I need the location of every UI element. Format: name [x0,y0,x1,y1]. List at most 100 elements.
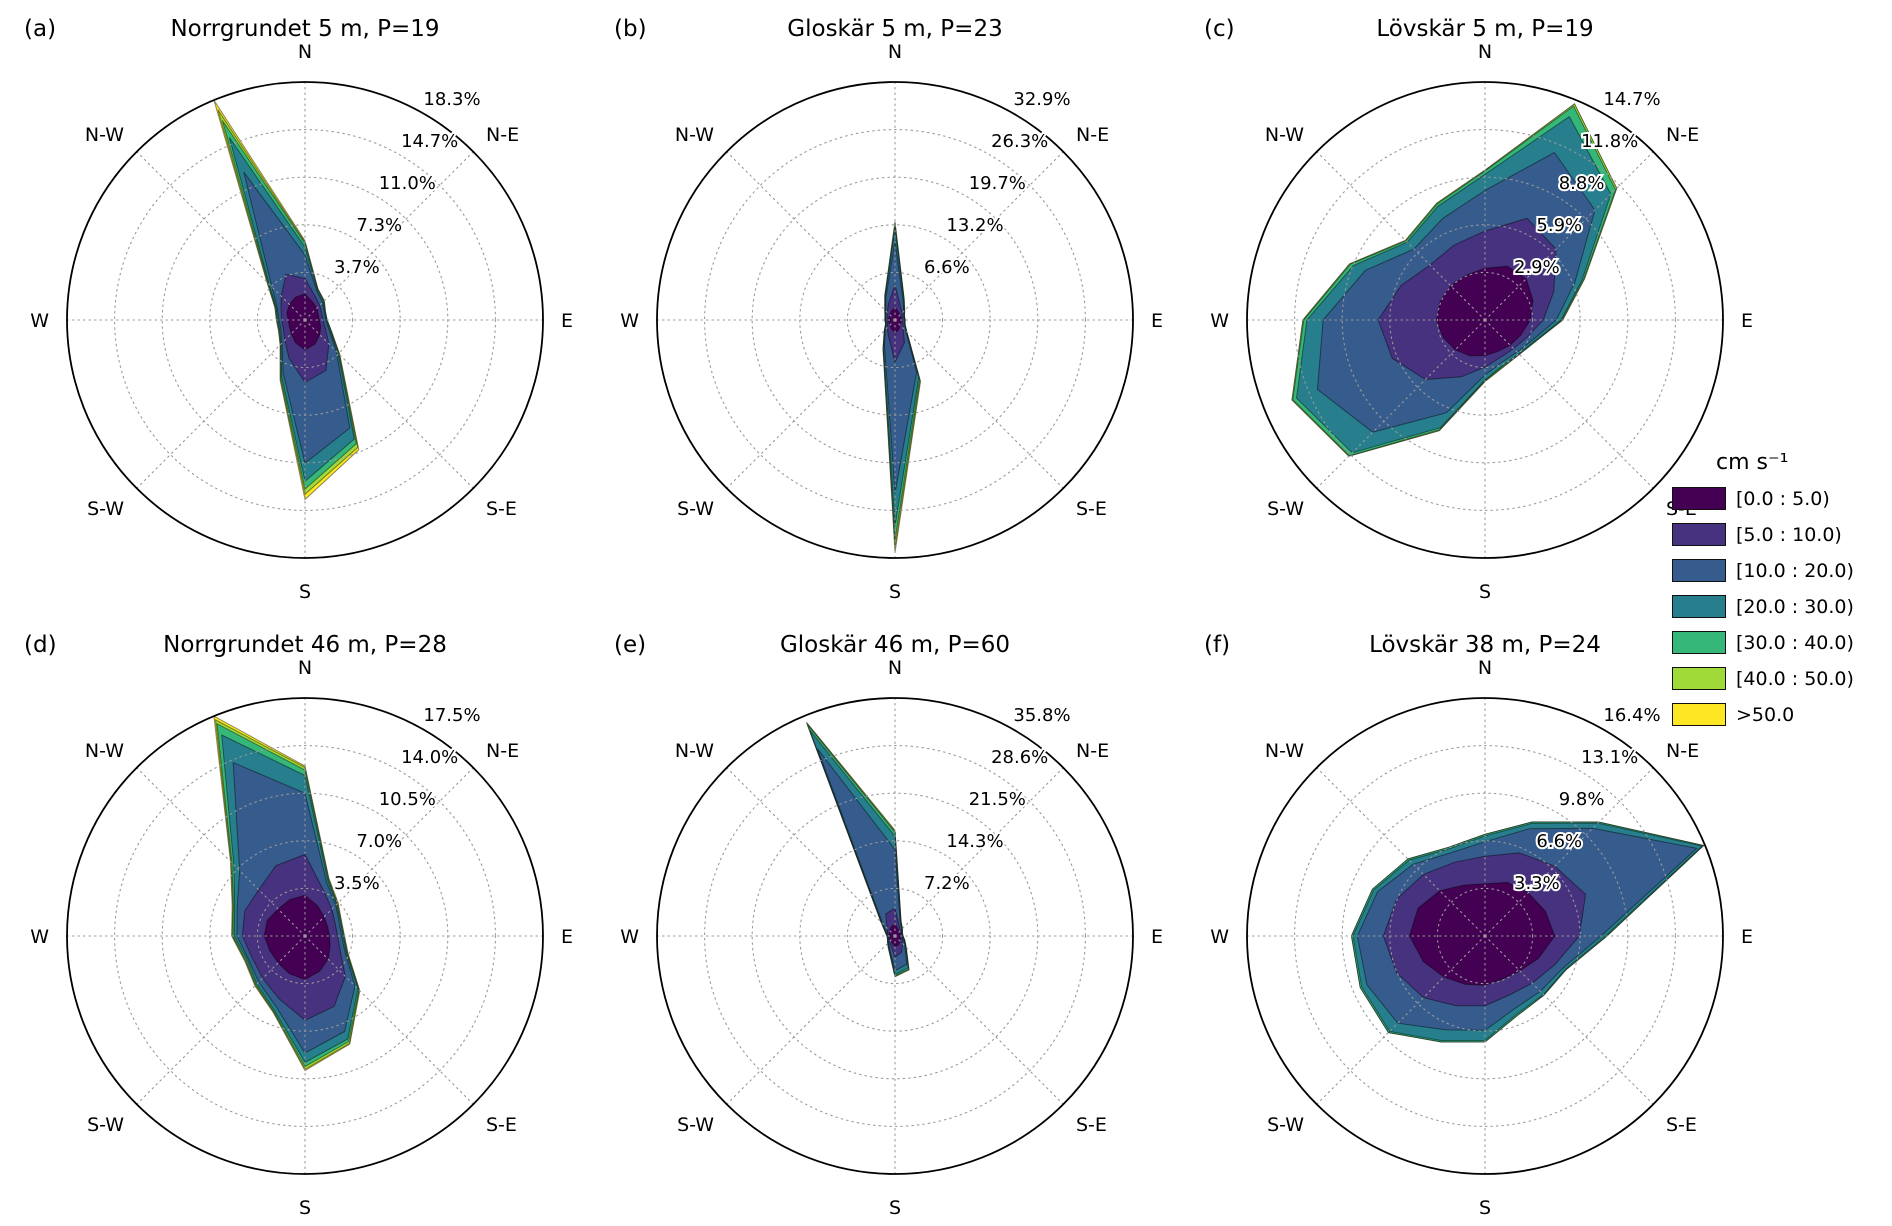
polar-grid-spoke [726,935,896,1105]
legend-swatch-bin0 [1672,487,1726,510]
polar-outer-circle [66,81,544,559]
radial-tick-label: 6.6% [1536,831,1582,852]
legend-row: [5.0 : 10.0) [1672,523,1854,546]
compass-label: N-E [1666,124,1699,146]
polar-grid-ring [704,129,1086,511]
compass-label: W [620,310,639,332]
polar-grid-ring [114,745,496,1127]
legend-label: >50.0 [1736,703,1795,726]
compass-label: S-W [677,498,714,520]
polar-grid-spoke [304,767,474,937]
compass-label: S-W [1267,1114,1304,1136]
radial-tick-label: 8.8% [1559,173,1605,194]
radial-tick-label: 28.6% [991,747,1048,768]
compass-label: S [889,581,901,603]
compass-label: S-E [1666,1114,1697,1136]
compass-label: S-E [1076,1114,1107,1136]
radial-tick-label: 3.7% [334,257,380,278]
polar-grid-ring [846,271,944,369]
polar-grid-spoke [304,935,474,1105]
legend-swatch-bin2 [1672,559,1726,582]
compass-label: S [1479,581,1491,603]
radial-tick-label: 18.3% [423,89,480,110]
polar-grid-ring [256,271,354,369]
compass-label: S-E [486,498,517,520]
radial-tick-label: 19.7% [969,173,1026,194]
compass-label: N-W [675,740,714,762]
compass-label: W [1210,926,1229,948]
radial-tick-label: 17.5% [423,705,480,726]
legend-label: [30.0 : 40.0) [1736,631,1854,654]
legend-row: [40.0 : 50.0) [1672,667,1854,690]
compass-label: N-W [1265,124,1304,146]
radial-tick-label: 11.0% [379,173,436,194]
polar-grid-spoke [1484,151,1654,321]
panel-tag: (c) [1204,16,1235,42]
polar-grid-ring [256,887,354,985]
legend-title: cm s⁻¹ [1716,450,1789,475]
legend-row: >50.0 [1672,703,1854,726]
radial-tick-label: 14.3% [946,831,1003,852]
compass-label: N [298,657,312,679]
panel-title: Lövskär 38 m, P=24 [1369,632,1601,658]
polar-grid-ring [704,745,1086,1127]
polar-grid-spoke [1316,935,1486,1105]
polar-outer-circle [656,697,1134,1175]
panel-tag: (b) [614,16,647,42]
radial-tick-label: 14.7% [1603,89,1660,110]
polar-grid-spoke [894,767,1064,937]
compass-label: S [299,581,311,603]
rose-chart-b: N N-E E S-E S S-W W N-W 6.6% 13.2% 19.7% 26.3% 32.9%… [614,16,1163,603]
panel-tag: (a) [24,16,56,42]
rose-chart-f: N N-E E S-E S S-W W N-W 3.3% 6.6% 9.8% 13.1% 16.4% (f… [1204,632,1753,1219]
compass-label: N-W [85,740,124,762]
panel-title: Gloskär 46 m, P=60 [780,632,1010,658]
panel-title: Norrgrundet 46 m, P=28 [163,632,447,658]
polar-grid-spoke [726,319,896,489]
compass-label: S-W [87,498,124,520]
compass-label: N-E [1076,124,1109,146]
polar-grid-spoke [894,935,1064,1105]
panel-tag: (d) [24,632,57,658]
panel-title: Lövskär 5 m, P=19 [1376,16,1593,42]
radial-tick-label: 32.9% [1013,89,1070,110]
panel-title: Norrgrundet 5 m, P=19 [170,16,439,42]
legend-label: [5.0 : 10.0) [1736,523,1842,546]
compass-label: S-W [1267,498,1304,520]
compass-label: N [298,41,312,63]
compass-label: N-W [675,124,714,146]
compass-label: N-E [1076,740,1109,762]
radial-tick-label: 16.4% [1603,705,1660,726]
legend-row: [0.0 : 5.0) [1672,487,1854,510]
polar-grid-ring [1294,745,1676,1127]
compass-label: W [30,926,49,948]
radial-tick-label: 11.8% [1581,131,1638,152]
radial-tick-label: 10.5% [379,789,436,810]
radial-tick-label: 35.8% [1013,705,1070,726]
rose-chart-e: N N-E E S-E S S-W W N-W 7.2% 14.3% 21.5% 28.6% 35.8%… [614,632,1163,1219]
polar-grid-spoke [1484,767,1654,937]
rose-chart-d: N N-E E S-E S S-W W N-W 3.5% 7.0% 10.5% 14.0% 17.5% (… [24,632,573,1219]
compass-label: E [1741,926,1753,948]
compass-label: E [1151,926,1163,948]
radial-tick-label: 2.9% [1514,257,1560,278]
compass-label: S [1479,1197,1491,1219]
radial-tick-label: 14.7% [401,131,458,152]
panel-title: Gloskär 5 m, P=23 [787,16,1002,42]
compass-label: S-E [1076,498,1107,520]
compass-label: S-W [87,1114,124,1136]
legend-row: [30.0 : 40.0) [1672,631,1854,654]
polar-grid-spoke [304,151,474,321]
polar-grid-spoke [136,151,306,321]
radial-tick-label: 21.5% [969,789,1026,810]
legend-label: [0.0 : 5.0) [1736,487,1830,510]
polar-grid-spoke [1484,935,1654,1105]
compass-label: N [888,41,902,63]
legend-label: [10.0 : 20.0) [1736,559,1854,582]
radial-tick-label: 3.3% [1514,873,1560,894]
radial-tick-label: 7.3% [356,215,402,236]
polar-grid-spoke [1316,767,1486,937]
radial-tick-label: 13.1% [1581,747,1638,768]
panel-tag: (f) [1204,632,1230,658]
polar-grid-spoke [304,319,474,489]
